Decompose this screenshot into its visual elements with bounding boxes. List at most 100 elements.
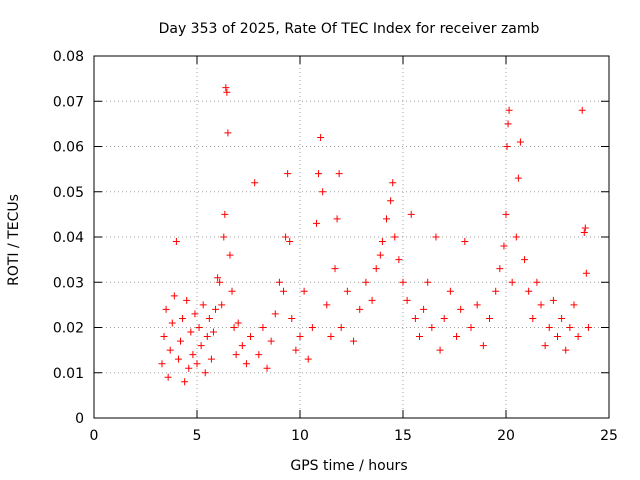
data-point	[562, 346, 570, 354]
data-point	[221, 210, 229, 218]
data-point	[247, 333, 255, 341]
data-point	[362, 278, 370, 286]
data-point	[223, 88, 231, 96]
data-point	[331, 265, 339, 273]
data-point	[251, 179, 259, 187]
data-point	[162, 305, 170, 313]
data-point	[407, 210, 415, 218]
data-point	[203, 333, 211, 341]
data-point	[230, 324, 238, 331]
y-tick-label: 0.04	[53, 230, 84, 246]
data-point	[496, 265, 504, 273]
data-point	[502, 210, 510, 218]
data-point	[415, 333, 423, 341]
data-point	[177, 337, 185, 345]
data-point	[323, 301, 331, 309]
data-point	[288, 314, 296, 322]
data-point	[584, 324, 592, 331]
data-point	[503, 143, 511, 150]
data-point	[473, 301, 481, 309]
data-point	[504, 120, 512, 128]
data-point	[304, 355, 312, 363]
data-point	[319, 188, 327, 196]
data-point	[160, 333, 168, 341]
data-point	[185, 364, 193, 372]
data-point	[446, 287, 454, 295]
data-point	[183, 296, 191, 304]
data-point	[199, 301, 207, 309]
data-point	[267, 337, 275, 345]
data-point	[492, 287, 500, 295]
data-point	[286, 238, 294, 246]
data-point	[207, 355, 215, 363]
y-tick-label: 0.08	[53, 49, 84, 65]
data-point	[209, 328, 217, 336]
data-point	[395, 256, 403, 264]
data-point	[193, 360, 201, 368]
data-point	[582, 269, 590, 277]
data-point	[300, 287, 308, 295]
chart-title: Day 353 of 2025, Rate Of TEC Index for r…	[159, 21, 540, 37]
data-point	[166, 346, 174, 354]
data-point	[224, 129, 232, 137]
data-point	[467, 324, 475, 331]
data-point	[189, 351, 197, 359]
data-point	[453, 333, 461, 341]
data-point	[280, 287, 288, 295]
data-point	[214, 274, 222, 282]
data-point	[179, 314, 187, 322]
x-tick-label: 0	[90, 428, 99, 444]
data-point	[558, 314, 566, 322]
data-point	[376, 251, 384, 259]
data-point	[580, 228, 588, 236]
data-point	[263, 364, 271, 372]
data-point	[545, 324, 553, 331]
data-point	[275, 278, 283, 286]
data-point	[578, 106, 586, 114]
data-points	[158, 84, 592, 386]
x-axis-label: GPS time / hours	[290, 458, 407, 474]
data-point	[479, 342, 487, 350]
data-point	[505, 106, 513, 114]
data-point	[335, 170, 343, 178]
data-point	[259, 324, 267, 331]
data-point	[549, 296, 557, 304]
data-point	[440, 314, 448, 322]
data-point	[541, 342, 549, 350]
y-tick-label: 0.07	[53, 94, 84, 110]
data-point	[411, 314, 419, 322]
data-point	[432, 233, 440, 241]
data-point	[284, 170, 292, 178]
data-point	[271, 310, 279, 318]
x-tick-label: 10	[291, 428, 309, 444]
data-point	[337, 324, 345, 331]
data-point	[315, 170, 323, 178]
data-point	[234, 319, 242, 327]
data-point	[201, 369, 209, 377]
data-point	[554, 333, 561, 341]
data-point	[508, 278, 516, 286]
data-point	[296, 333, 304, 341]
data-point	[521, 256, 529, 264]
data-point	[191, 310, 199, 318]
data-point	[566, 324, 574, 331]
data-point	[529, 314, 537, 322]
data-point	[282, 233, 290, 241]
data-point	[436, 346, 444, 354]
data-point	[387, 197, 395, 205]
data-point	[512, 233, 520, 241]
data-point	[212, 305, 220, 313]
data-point	[457, 305, 465, 313]
data-point	[461, 238, 469, 246]
data-point	[372, 265, 380, 273]
data-point	[226, 251, 234, 259]
x-tick-label: 15	[394, 428, 412, 444]
plot-frame	[93, 55, 610, 419]
y-tick-label: 0.05	[53, 185, 84, 201]
data-point	[514, 174, 522, 182]
data-point	[350, 337, 358, 345]
data-point	[570, 301, 578, 309]
data-point	[181, 378, 189, 386]
x-tick-label: 25	[600, 428, 618, 444]
data-point	[308, 324, 316, 331]
